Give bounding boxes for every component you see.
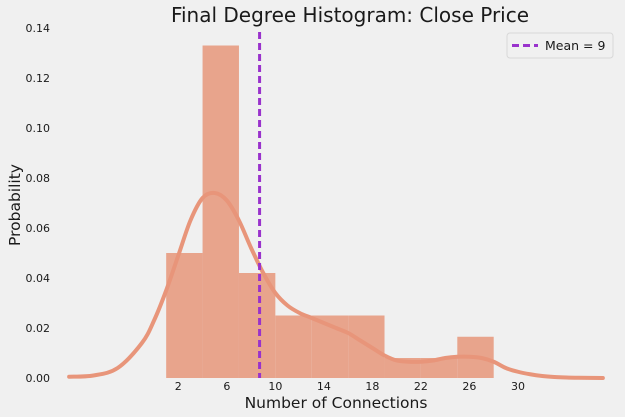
x-tick-label: 22 [414, 380, 428, 393]
kde-curve [67, 190, 605, 380]
y-tick-label: 0.08 [26, 172, 51, 185]
x-tick-label: 30 [511, 380, 525, 393]
x-tick-label: 26 [462, 380, 476, 393]
x-axis-label: Number of Connections [245, 394, 428, 412]
y-tick-label: 0.00 [26, 372, 51, 385]
histogram-bar-5 [348, 315, 385, 378]
legend-mean-label: Mean = 9 [545, 38, 605, 53]
y-axis-label: Probability [6, 164, 24, 246]
histogram-bars [166, 45, 494, 378]
histogram-bar-2 [238, 273, 276, 378]
x-tick-label: 6 [223, 380, 230, 393]
histogram-bar-7 [420, 358, 458, 378]
histogram-bar-3 [275, 315, 312, 378]
x-tick-label: 10 [268, 380, 282, 393]
legend-box [506, 32, 614, 59]
y-tick-label: 0.06 [26, 222, 51, 235]
y-tick-label: 0.10 [26, 122, 51, 135]
y-tick-label: 0.14 [26, 22, 51, 35]
legend: Mean = 9 [506, 32, 614, 59]
x-tick-label: 18 [365, 380, 379, 393]
y-tick-label: 0.04 [26, 272, 51, 285]
y-axis-ticks: 0.00 0.02 0.04 0.06 0.08 0.10 0.12 0.14 [26, 22, 51, 385]
x-tick-label: 14 [317, 380, 331, 393]
kde-curve-group [67, 190, 605, 380]
chart-title: Final Degree Histogram: Close Price [171, 3, 529, 27]
y-tick-label: 0.02 [26, 322, 51, 335]
y-tick-label: 0.12 [26, 72, 51, 85]
x-axis-ticks: 2 6 10 14 18 22 26 30 [175, 380, 525, 393]
x-tick-label: 2 [175, 380, 182, 393]
